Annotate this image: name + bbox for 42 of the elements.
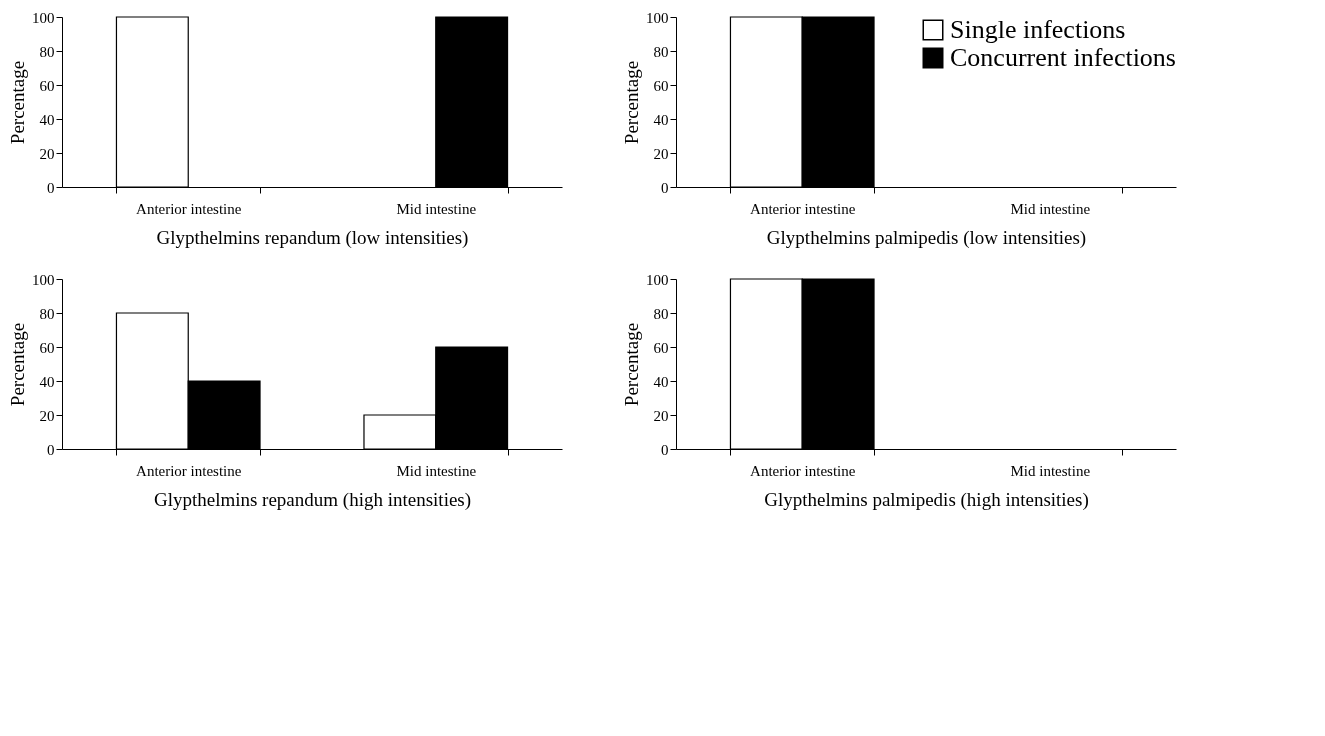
- y-tick-label: 0: [661, 179, 669, 196]
- y-tick-label: 60: [653, 339, 669, 356]
- y-tick-label: 80: [39, 305, 55, 322]
- y-tick-label: 0: [47, 441, 55, 458]
- x-tick-label: Anterior intestine: [136, 462, 242, 479]
- y-tick-label: 40: [653, 111, 669, 128]
- legend-label: Concurrent infections: [950, 43, 1176, 72]
- y-tick-label: 0: [661, 441, 669, 458]
- y-tick-label: 60: [39, 339, 55, 356]
- y-tick-label: 60: [39, 77, 55, 94]
- y-tick-label: 100: [646, 271, 669, 288]
- y-tick-label: 80: [653, 305, 669, 322]
- x-tick-label: Mid intestine: [396, 462, 477, 479]
- x-axis-title: Glypthelmins palmipedis (high intensities): [764, 488, 1089, 511]
- x-axis-title: Glypthelmins repandum (high intensities): [153, 488, 472, 511]
- y-tick-label: 40: [39, 373, 55, 390]
- x-axis-title: Glypthelmins repandum (low intensities): [156, 226, 469, 249]
- legend-label: Single infections: [950, 15, 1126, 44]
- y-axis-title: Percentage: [621, 322, 642, 407]
- y-tick-label: 100: [646, 9, 669, 26]
- x-axis-title: Glypthelmins palmipedis (low intensities): [766, 226, 1087, 249]
- y-axis-title: Percentage: [7, 322, 28, 407]
- y-tick-label: 100: [32, 9, 55, 26]
- x-tick-label: Anterior intestine: [750, 462, 856, 479]
- x-tick-label: Anterior intestine: [136, 200, 242, 217]
- y-tick-label: 80: [653, 43, 669, 60]
- y-tick-label: 80: [39, 43, 55, 60]
- x-tick-label: Mid intestine: [396, 200, 477, 217]
- x-tick-label: Mid intestine: [1010, 200, 1091, 217]
- y-tick-label: 20: [653, 145, 669, 162]
- x-tick-label: Mid intestine: [1010, 462, 1091, 479]
- y-tick-label: 0: [47, 179, 55, 196]
- y-tick-label: 100: [32, 271, 55, 288]
- y-tick-label: 20: [39, 145, 55, 162]
- y-tick-label: 20: [39, 407, 55, 424]
- x-tick-label: Anterior intestine: [750, 200, 856, 217]
- y-axis-title: Percentage: [621, 60, 642, 145]
- y-tick-label: 60: [653, 77, 669, 94]
- y-tick-label: 40: [653, 373, 669, 390]
- y-axis-title: Percentage: [7, 60, 28, 145]
- y-tick-label: 40: [39, 111, 55, 128]
- y-tick-label: 20: [653, 407, 669, 424]
